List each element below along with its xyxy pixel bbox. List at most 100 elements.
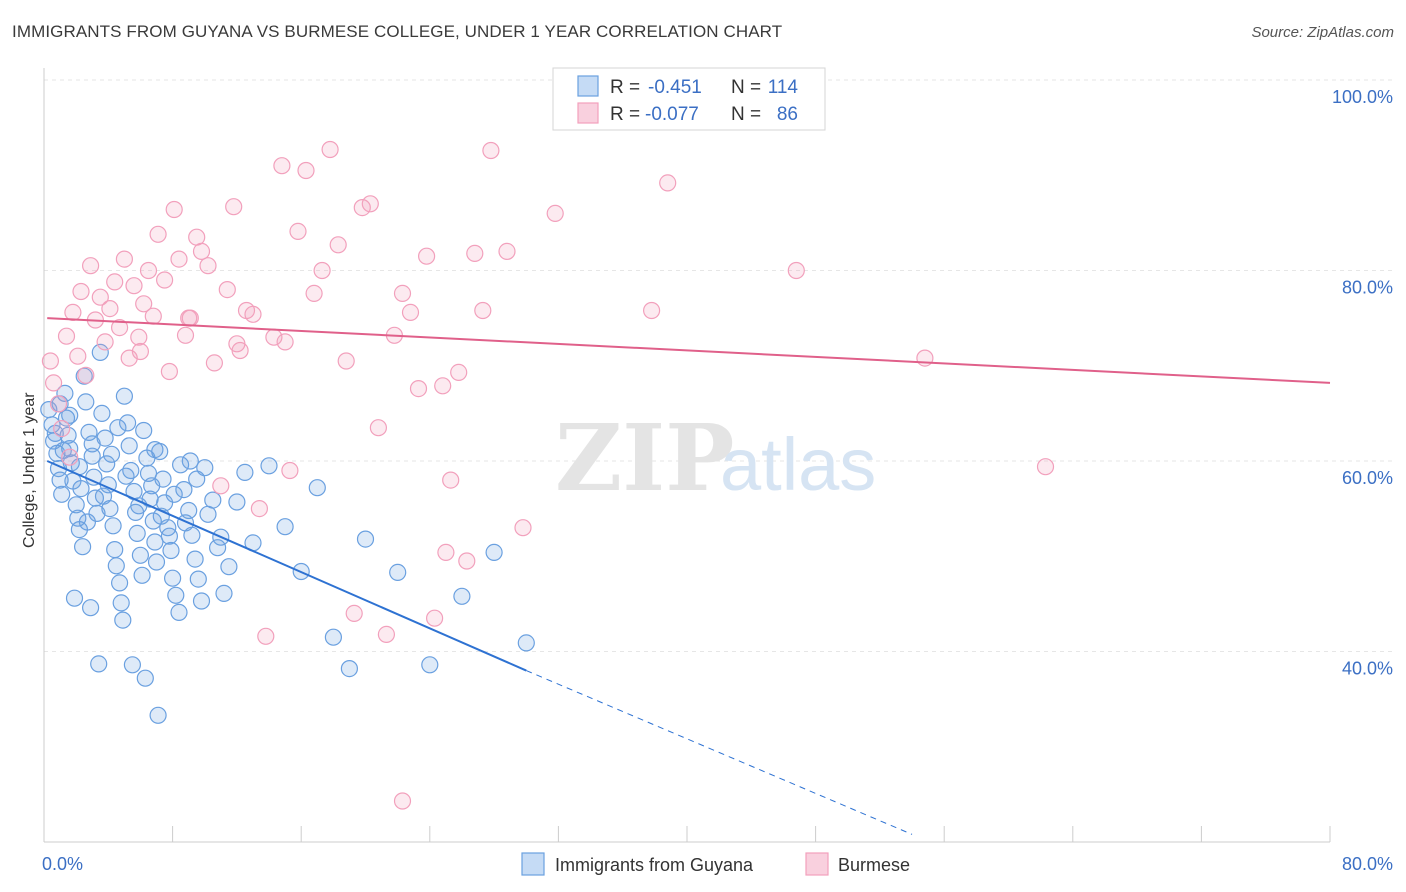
burmese-point-80: [393, 792, 412, 810]
burmese-point-64: [434, 377, 452, 395]
guyana-trend-line: [46, 460, 527, 672]
axes: [43, 68, 1331, 843]
guyana-point-80: [356, 530, 375, 548]
burmese-point-83: [276, 333, 294, 351]
bottom-legend-swatch-guyana: [521, 852, 545, 876]
legend-swatch-guyana: [577, 75, 599, 97]
burmese-point-70: [482, 141, 500, 160]
guyana-point-110: [215, 584, 233, 603]
guyana-point-35: [114, 611, 132, 629]
burmese-point-42: [257, 627, 275, 645]
burmese-point-35: [212, 477, 230, 495]
guyana-point-45: [135, 421, 153, 440]
burmese-point-84: [180, 309, 198, 327]
burmese-point-59: [393, 284, 412, 302]
burmese-point-0: [41, 352, 60, 370]
watermark: ZIP atlas: [555, 404, 876, 512]
guyana-point-88: [149, 706, 167, 724]
guyana-point-43: [131, 546, 149, 564]
watermark-atlas: atlas: [720, 423, 876, 506]
guyana-point-23: [88, 504, 106, 523]
burmese-point-55: [361, 195, 379, 213]
guyana-point-33: [110, 574, 129, 592]
burmese-point-85: [131, 342, 149, 361]
burmese-point-9: [77, 366, 95, 384]
burmese-point-54: [353, 199, 371, 217]
burmese-point-50: [321, 140, 339, 159]
guyana-point-70: [220, 558, 238, 576]
guyana-point-37: [118, 414, 137, 432]
burmese-point-24: [149, 225, 167, 243]
guyana-point-38: [120, 437, 138, 455]
y-tick-labels: 40.0% 60.0% 80.0% 100.0%: [1332, 87, 1393, 679]
bottom-legend: Immigrants from Guyana Burmese: [521, 852, 910, 876]
burmese-point-52: [337, 352, 355, 370]
burmese-point-47: [297, 161, 315, 180]
burmese-point-81: [437, 543, 455, 562]
burmese-point-5: [61, 448, 79, 466]
guyana-point-93: [54, 441, 72, 460]
guyana-point-72: [236, 463, 254, 481]
guyana-point-68: [204, 491, 222, 509]
guyana-point-95: [78, 513, 97, 531]
legend-r-value-1: -0.077: [645, 104, 699, 125]
guyana-point-85: [517, 634, 535, 652]
legend-r-value-0: -0.451: [648, 77, 702, 98]
burmese-point-16: [110, 319, 129, 337]
guyana-point-90: [81, 599, 100, 617]
guyana-point-44: [133, 566, 151, 584]
bottom-legend-swatch-burmese: [805, 852, 829, 876]
legend-swatch-burmese: [577, 102, 599, 124]
burmese-point-26: [160, 362, 178, 381]
guyana-point-36: [115, 387, 134, 405]
burmese-point-12: [91, 288, 109, 306]
guyana-point-6: [53, 485, 71, 503]
guyana-point-60: [172, 456, 190, 474]
guyana-point-78: [324, 628, 342, 646]
guyana-point-5: [51, 471, 69, 489]
burmese-point-62: [418, 247, 436, 265]
legend-n-label-0: N =: [731, 77, 761, 98]
burmese-point-32: [192, 242, 211, 260]
guyana-point-56: [162, 541, 180, 560]
legend-n-label-1: N =: [731, 104, 761, 125]
trend-lines: [46, 317, 1331, 835]
guyana-point-10: [61, 440, 79, 458]
bottom-legend-label-guyana: Immigrants from Guyana: [555, 855, 754, 875]
burmese-point-48: [305, 284, 323, 302]
guyana-point-112: [61, 406, 79, 424]
chart-title: IMMIGRANTS FROM GUYANA VS BURMESE COLLEG…: [12, 22, 783, 41]
guyana-point-109: [209, 539, 227, 557]
x-tick-labels: 0.0% 80.0%: [42, 854, 1393, 874]
guyana-point-61: [175, 481, 193, 499]
burmese-point-66: [450, 363, 468, 381]
guyana-point-83: [453, 587, 471, 605]
guyana-point-25: [93, 404, 111, 422]
guyana-point-24: [91, 343, 109, 361]
burmese-point-17: [115, 250, 134, 268]
guyana-point-30: [104, 517, 122, 535]
guyana-point-106: [181, 452, 199, 470]
y-tick-label-100: 100.0%: [1332, 87, 1393, 107]
burmese-point-31: [188, 228, 206, 246]
guyana-point-94: [72, 480, 90, 498]
x-tick-label-max: 80.0%: [1342, 854, 1393, 874]
guyana-point-75: [276, 518, 294, 536]
legend-r-label-1: R =: [610, 104, 640, 125]
y-tick-label-60: 60.0%: [1342, 468, 1393, 488]
burmese-point-33: [199, 257, 217, 275]
burmese-point-1: [44, 374, 63, 392]
burmese-point-10: [81, 257, 100, 275]
guyana-point-9: [59, 426, 77, 444]
burmese-point-36: [218, 281, 236, 299]
burmese-point-37: [225, 198, 243, 216]
guyana-point-74: [260, 457, 278, 475]
guyana-trend-extension: [526, 670, 913, 835]
burmese-point-60: [401, 303, 420, 321]
burmese-point-29: [176, 326, 195, 344]
burmese-point-75: [642, 301, 661, 320]
series-guyana-points: [40, 343, 535, 724]
guyana-point-79: [340, 659, 358, 678]
burmese-point-68: [466, 244, 484, 262]
burmese-point-82: [228, 335, 246, 353]
